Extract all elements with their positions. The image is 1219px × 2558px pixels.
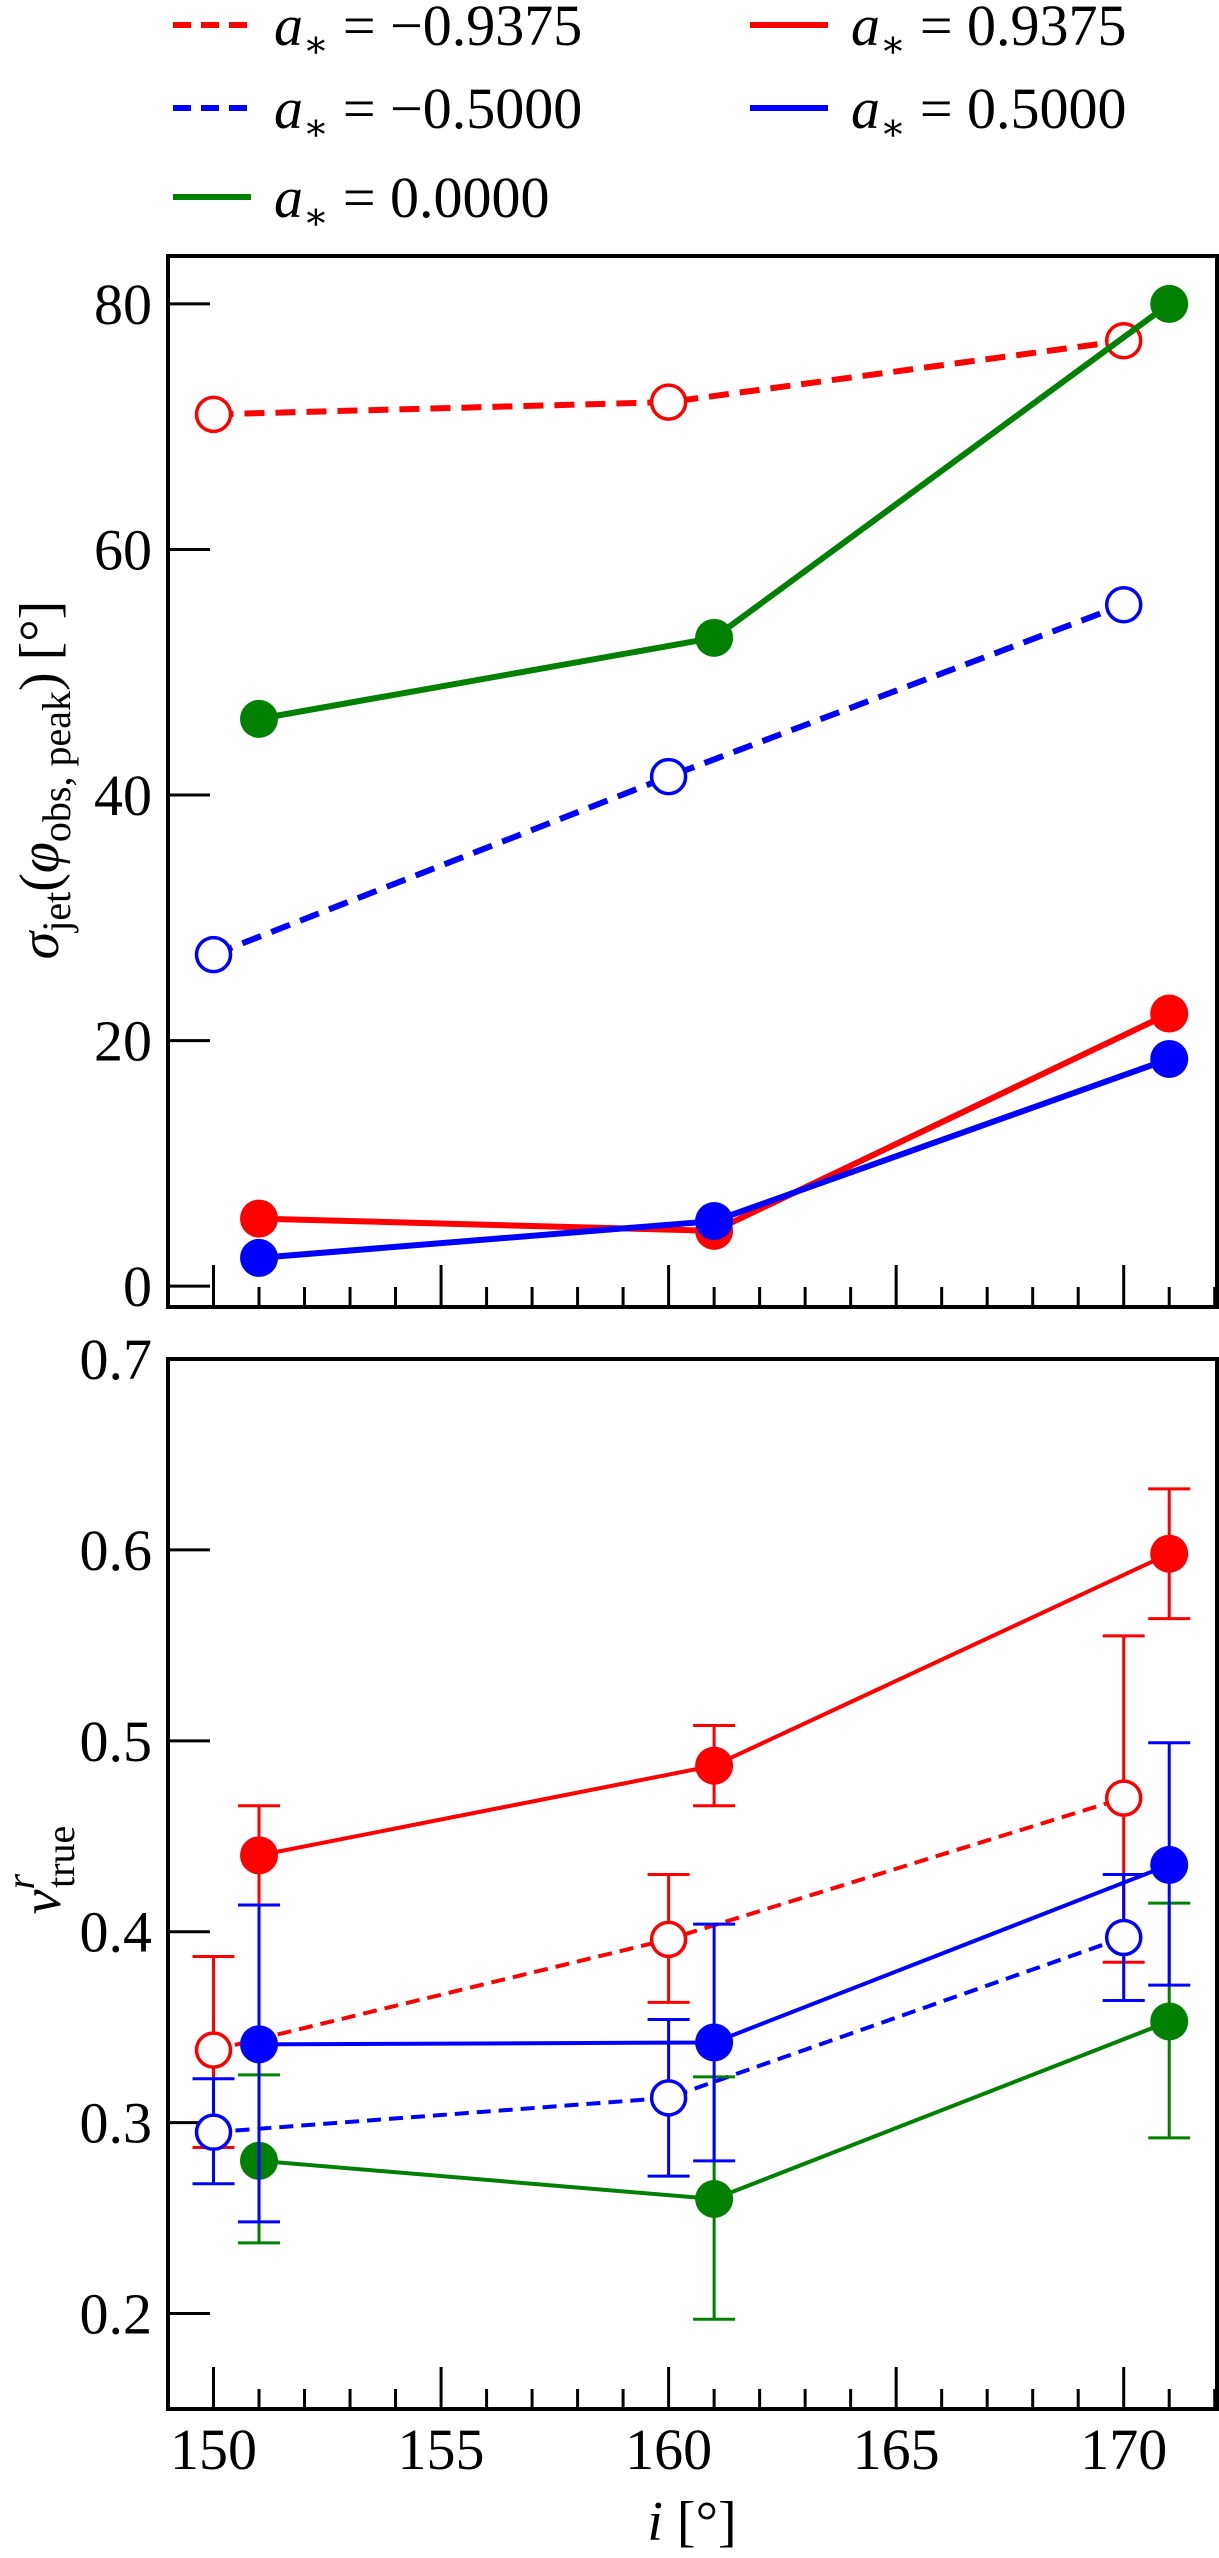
y-tick-label: 0.4 xyxy=(80,1900,153,1965)
legend-label: a∗ = 0.9375 xyxy=(851,0,1127,66)
filled-marker xyxy=(240,1238,279,1277)
y-tick-label: 40 xyxy=(94,763,152,828)
series-line xyxy=(258,1551,1171,1858)
open-marker xyxy=(1104,585,1143,624)
y-tick-label: 0.2 xyxy=(80,2282,153,2347)
filled-marker xyxy=(1150,1039,1189,1078)
legend-label: a∗ = −0.5000 xyxy=(274,76,582,149)
y-tick-label: 0.5 xyxy=(80,1709,153,1774)
x-tick-label: 160 xyxy=(625,2417,712,2482)
axes-frame xyxy=(166,1357,1219,2411)
open-marker xyxy=(194,395,233,434)
series-a-0.5000 xyxy=(240,1039,1189,1277)
open-marker xyxy=(649,757,688,796)
x-tick-label: 150 xyxy=(170,2417,257,2482)
series-a-0.5000 xyxy=(194,585,1143,974)
filled-marker xyxy=(240,699,279,738)
legend-entry: a∗ = 0.9375 xyxy=(750,0,1127,66)
series-line xyxy=(258,1010,1171,1234)
top-y-axis-label: σjet(φobs, peak)[°] xyxy=(9,601,79,960)
legend-entry: a∗ = −0.5000 xyxy=(173,76,582,149)
bottom-y-axis-label: vrtrue xyxy=(0,1826,83,1915)
legend-label: a∗ = 0.5000 xyxy=(851,76,1127,149)
series-a-0.9375 xyxy=(192,1634,1145,2149)
filled-marker xyxy=(695,1746,734,1785)
series-a-0.5000 xyxy=(238,1741,1191,2224)
x-tick-label: 165 xyxy=(853,2417,940,2482)
series-line xyxy=(212,601,1125,958)
open-marker xyxy=(649,383,688,421)
filled-marker xyxy=(695,618,734,657)
y-tick-label: 80 xyxy=(94,272,152,337)
bottom-panel-v-true: 0.2 0.3 0.4 0.5 0.6 0.7 150 155 160 165 170 xyxy=(80,1327,1219,2482)
filled-marker xyxy=(240,1836,279,1875)
open-marker xyxy=(1104,1779,1143,1817)
filled-marker xyxy=(695,1202,734,1241)
legend-label: a∗ = −0.9375 xyxy=(274,0,582,66)
filled-marker xyxy=(240,1199,279,1238)
open-marker xyxy=(194,2113,233,2151)
filled-marker xyxy=(240,2025,279,2064)
open-marker xyxy=(1104,1918,1143,1957)
legend-entry: a∗ = 0.5000 xyxy=(750,76,1127,149)
legend-entry: a∗ = 0.0000 xyxy=(173,165,550,238)
x-axis-label: i [°] xyxy=(647,2491,736,2553)
filled-marker xyxy=(1150,284,1189,323)
y-tick-label: 60 xyxy=(94,517,152,582)
series-line xyxy=(213,1935,1125,2135)
legend-entry: a∗ = −0.9375 xyxy=(173,0,582,66)
open-marker xyxy=(194,935,233,974)
series-a-0.0000 xyxy=(240,284,1189,738)
y-tick-label: 0 xyxy=(123,1254,152,1319)
open-marker xyxy=(194,2031,233,2069)
y-tick-label: 0.7 xyxy=(80,1327,153,1392)
series-a-0.5000 xyxy=(192,1872,1145,2186)
series-line xyxy=(213,337,1125,418)
filled-marker xyxy=(1150,994,1189,1033)
filled-marker xyxy=(695,2023,734,2062)
axes-frame xyxy=(166,254,1219,1309)
top-panel-sigma-jet: 0 20 40 60 80 xyxy=(94,254,1219,1319)
series-a-0.9375 xyxy=(238,1487,1191,1907)
open-marker xyxy=(649,1920,688,1959)
filled-marker xyxy=(1150,1845,1189,1884)
open-marker xyxy=(649,2079,688,2117)
filled-marker xyxy=(695,2180,734,2218)
legend: a∗ = −0.9375 a∗ = 0.9375 a∗ = −0.5000 a∗ = 0.50… xyxy=(173,0,1127,238)
series-a-0.9375 xyxy=(194,321,1143,434)
y-tick-label: 0.3 xyxy=(80,2091,153,2156)
y-tick-label: 20 xyxy=(94,1009,152,1074)
filled-marker xyxy=(1150,1534,1189,1573)
x-tick-label: 155 xyxy=(398,2417,485,2482)
y-tick-label: 0.6 xyxy=(80,1518,153,1583)
x-tick-label: 170 xyxy=(1080,2417,1167,2482)
legend-label: a∗ = 0.0000 xyxy=(274,165,550,238)
filled-marker xyxy=(1150,2002,1189,2041)
